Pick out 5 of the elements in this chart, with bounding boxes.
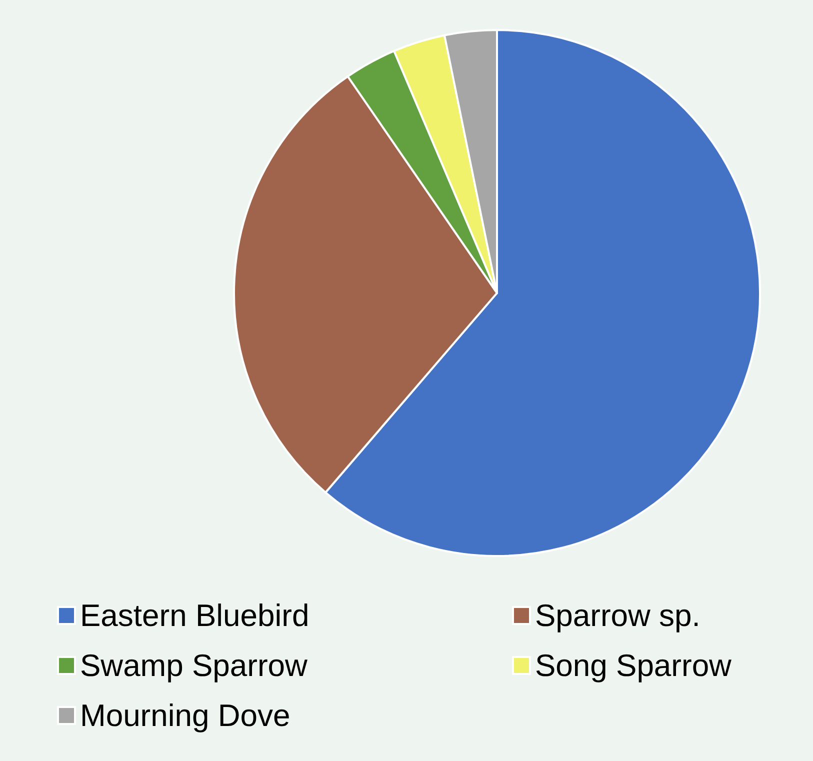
legend-label: Song Sparrow (535, 648, 732, 683)
legend-label: Eastern Bluebird (80, 598, 310, 633)
legend-label: Sparrow sp. (535, 598, 700, 633)
legend-label: Mourning Dove (80, 698, 290, 733)
legend-label: Swamp Sparrow (80, 648, 308, 683)
